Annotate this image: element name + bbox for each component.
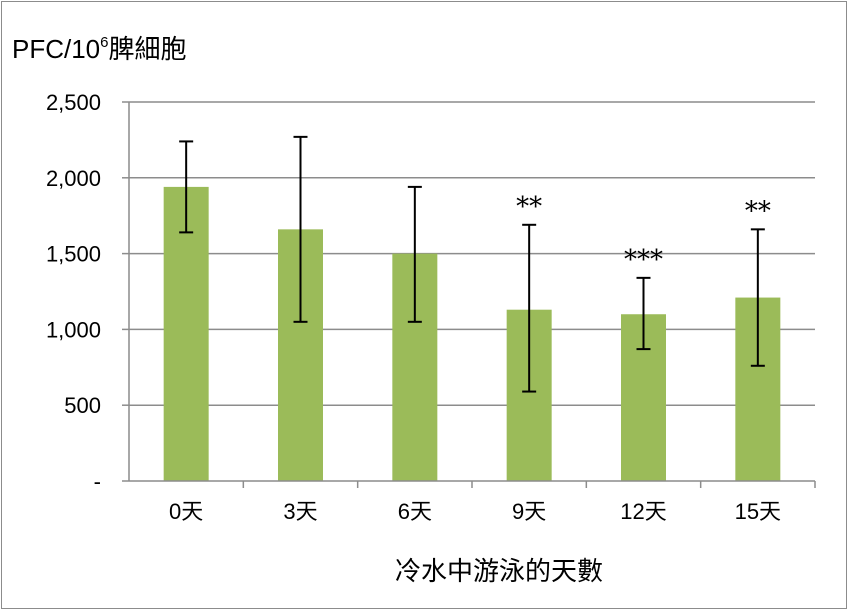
bars [163, 186, 781, 481]
x-tick-label: 6天 [398, 499, 432, 524]
y-axis-title-suffix: 脾細胞 [109, 34, 187, 64]
significance-marker: ** [745, 196, 771, 226]
axes [122, 101, 816, 488]
x-tick-label: 3天 [283, 499, 317, 524]
y-axis-title-exponent: 6 [100, 34, 108, 51]
y-tick-label: 1,000 [46, 317, 101, 342]
y-tick-label: 2,500 [46, 90, 101, 115]
y-tick-label: 1,500 [46, 242, 101, 267]
error-bars [179, 135, 765, 393]
significance-marker: ** [516, 192, 542, 222]
bar [163, 186, 209, 481]
significance-marker: *** [624, 245, 663, 275]
x-tick-label: 0天 [169, 499, 203, 524]
y-axis-title: PFC/106脾細胞 [12, 34, 187, 64]
x-tick-label: 9天 [512, 499, 546, 524]
x-tick-label: 15天 [735, 499, 781, 524]
gridlines [129, 101, 815, 406]
x-axis-title: 冷水中游泳的天數 [395, 556, 603, 586]
x-tick-label: 12天 [620, 499, 666, 524]
y-tick-label: - [94, 469, 101, 494]
y-tick-label: 500 [64, 393, 101, 418]
y-tick-label: 2,000 [46, 166, 101, 191]
y-axis-title-prefix: PFC/10 [12, 34, 100, 64]
